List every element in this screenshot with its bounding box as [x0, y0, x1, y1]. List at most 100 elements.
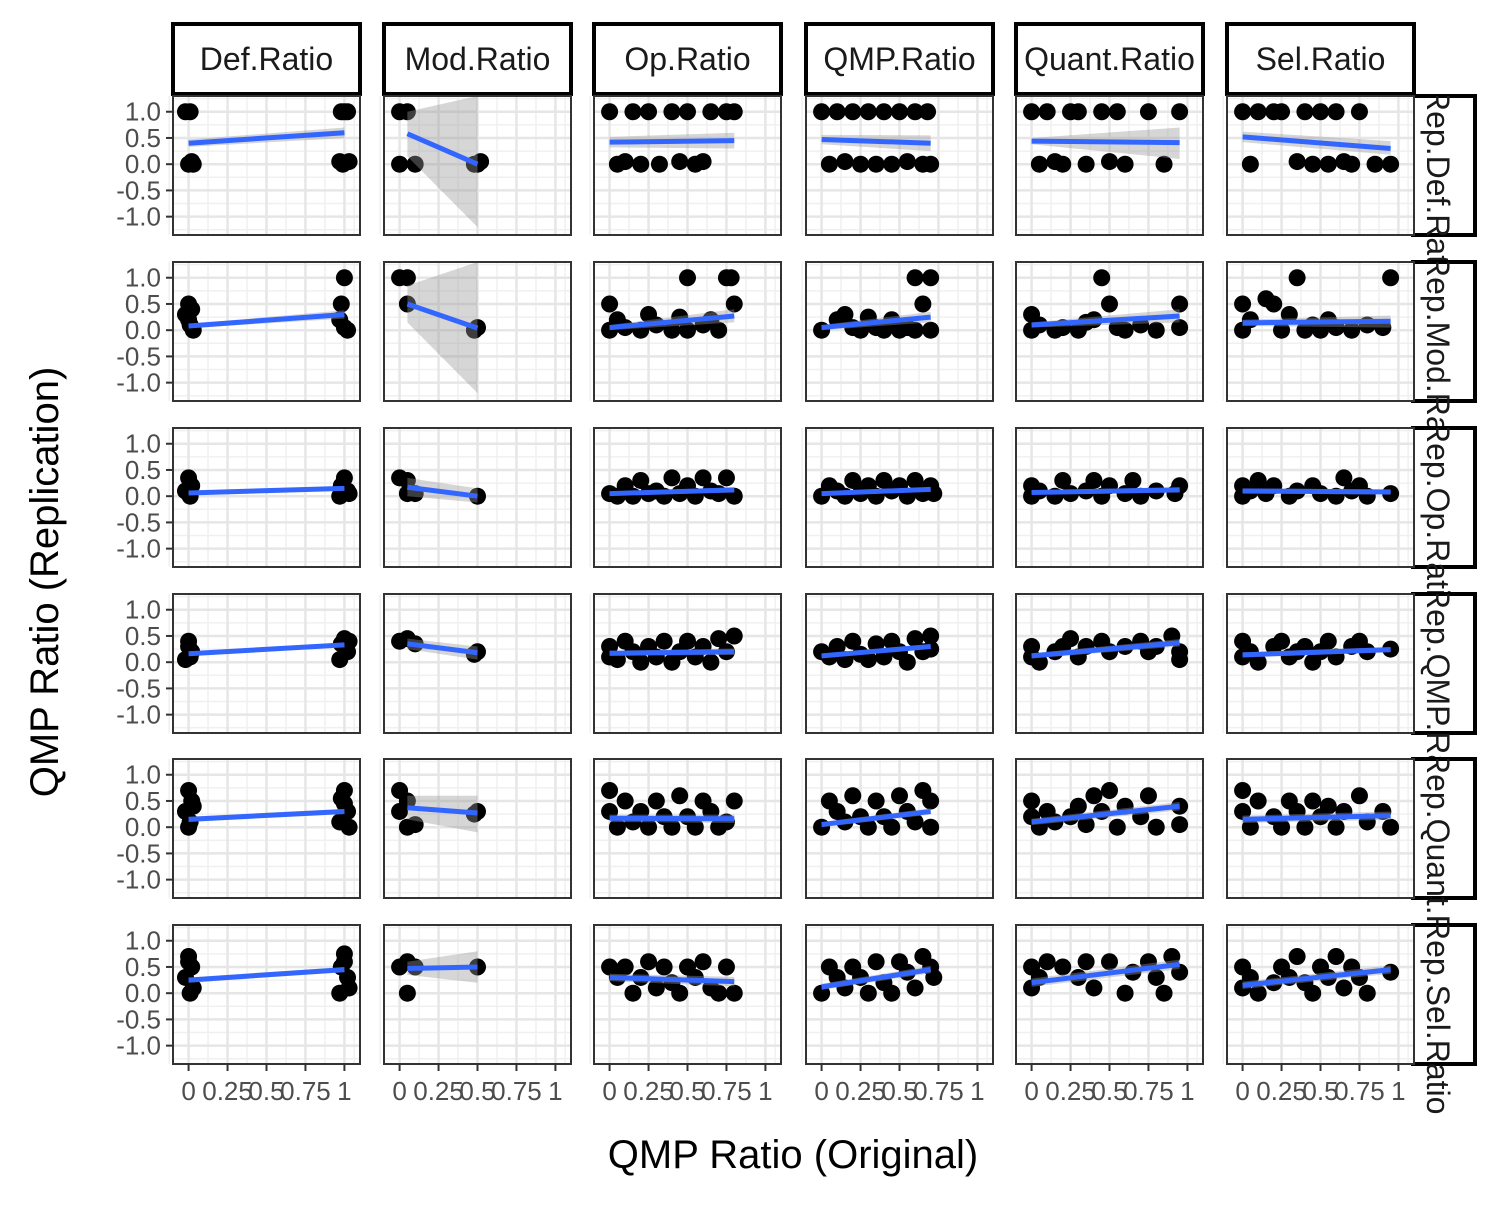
data-point	[632, 155, 650, 173]
x-tick-label: 0.5	[248, 1076, 284, 1106]
data-point	[601, 802, 619, 820]
data-point	[180, 818, 198, 836]
facet-strip-clip-group: Rep.Def.Ratio	[1420, 96, 1456, 289]
facet-panel: 1.00.50.0-0.5-1.0	[116, 593, 361, 734]
x-tick-label: 0.25	[202, 1076, 253, 1106]
y-tick-label: -1.0	[116, 1031, 161, 1061]
facet-panel	[801, 758, 994, 899]
panel-border	[593, 95, 782, 236]
panel-data-layer	[176, 269, 357, 339]
panel-data-layer	[176, 630, 358, 669]
panel-border	[172, 95, 361, 236]
data-point	[922, 155, 940, 173]
facet-panel	[1222, 427, 1415, 568]
data-point	[398, 269, 416, 287]
data-point	[906, 979, 924, 997]
data-point	[1147, 968, 1165, 986]
panel-border	[383, 95, 572, 236]
data-point	[340, 818, 358, 836]
data-point	[1023, 792, 1041, 810]
data-point	[725, 627, 743, 645]
fit-line	[821, 643, 931, 659]
data-point	[1077, 155, 1095, 173]
data-point	[1101, 781, 1118, 799]
y-tick-label: -0.5	[116, 673, 161, 703]
data-point	[1304, 155, 1322, 173]
data-point	[335, 953, 353, 971]
panel-data-layer	[1023, 471, 1189, 505]
panel-data-layer	[813, 627, 940, 671]
data-point	[601, 295, 619, 313]
facet-strip-clip-group: Rep.Op.Ratio	[1420, 428, 1456, 614]
panel-border	[593, 758, 782, 899]
x-tick-label: 0.75	[280, 1076, 331, 1106]
data-point	[922, 792, 940, 810]
data-point	[813, 103, 831, 121]
facet-panel	[589, 95, 782, 236]
data-point	[1085, 471, 1103, 489]
panel-border	[1015, 261, 1204, 402]
data-point	[702, 653, 720, 671]
facet-strip-label: Op.Ratio	[624, 41, 750, 77]
y-tick-label: -0.5	[116, 1004, 161, 1034]
data-point	[1343, 321, 1361, 339]
x-tick-label: 0.25	[1256, 1076, 1307, 1106]
facet-strip-box	[382, 22, 573, 96]
y-tick-label: 0.5	[125, 621, 161, 651]
panel-data-layer	[813, 947, 943, 1002]
data-point	[1234, 802, 1252, 820]
facet-panel	[589, 261, 782, 402]
fit-line	[609, 313, 735, 331]
data-point	[180, 637, 198, 655]
facet-panel	[1222, 261, 1415, 402]
fit-line	[1242, 134, 1391, 151]
data-point	[184, 155, 202, 173]
fit-line	[407, 484, 478, 499]
data-point	[1288, 947, 1306, 965]
data-point	[906, 630, 924, 648]
data-point	[1327, 818, 1345, 836]
data-point	[181, 103, 199, 121]
data-point	[1054, 958, 1072, 976]
data-point	[616, 792, 634, 810]
x-axis-title: QMP Ratio (Original)	[608, 1133, 978, 1177]
data-point	[922, 321, 940, 339]
y-tick-label: -1.0	[116, 368, 161, 398]
data-point	[640, 818, 658, 836]
facet-panel: 0 0.250.50.75 1	[379, 924, 572, 1106]
facet-panel	[1222, 758, 1415, 899]
data-point	[1273, 632, 1291, 650]
data-point	[686, 818, 704, 836]
facet-strip-row: Rep.Def.Ratio	[1411, 94, 1477, 289]
facet-panel: 1.00.50.0-0.5-1.0	[116, 758, 361, 899]
y-axis-title: QMP Ratio (Replication)	[23, 367, 67, 798]
fit-line	[821, 314, 931, 331]
data-point	[836, 153, 854, 171]
data-point	[1171, 295, 1189, 313]
fit-line	[1242, 318, 1391, 326]
data-point	[859, 103, 877, 121]
data-point	[1343, 155, 1361, 173]
fit-line	[1031, 961, 1180, 986]
data-point	[640, 103, 658, 121]
y-tick-label: -0.5	[116, 175, 161, 205]
data-point	[391, 802, 409, 820]
x-tick-label: 0.5	[1302, 1076, 1338, 1106]
panel-border	[1226, 427, 1415, 568]
data-point	[1296, 818, 1314, 836]
data-point	[1171, 319, 1189, 337]
data-point	[601, 103, 619, 121]
data-point	[844, 103, 862, 121]
data-point	[1116, 321, 1134, 339]
fit-line	[1031, 313, 1180, 328]
data-point	[601, 781, 619, 799]
data-point	[632, 802, 650, 820]
data-point	[1382, 155, 1400, 173]
facet-panel	[801, 261, 994, 402]
panel-data-layer	[1023, 627, 1189, 671]
facet-panel	[379, 427, 572, 568]
facet-panel: 0 0.250.50.75 1	[1011, 924, 1204, 1106]
data-point	[663, 321, 681, 339]
panel-data-layer	[391, 951, 486, 1002]
